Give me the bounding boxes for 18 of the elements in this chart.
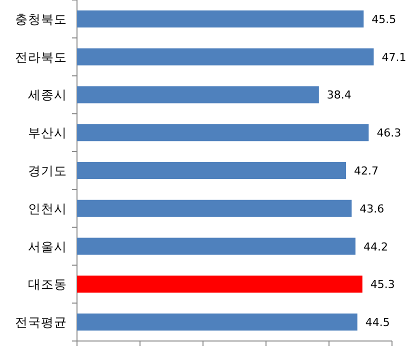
data-label: 42.7 xyxy=(354,164,379,178)
data-label: 43.6 xyxy=(360,202,384,216)
y-tick-label: 경기도 xyxy=(28,163,67,178)
y-tick-label: 부산시 xyxy=(28,125,67,140)
y-tick-label: 세종시 xyxy=(28,87,67,102)
y-tick-label: 서울시 xyxy=(28,238,67,254)
data-label: 47.1 xyxy=(382,50,406,64)
data-label: 38.4 xyxy=(326,88,352,102)
y-tick-label: 인천시 xyxy=(28,200,67,216)
data-label: 44.2 xyxy=(363,240,388,254)
data-label: 45.3 xyxy=(370,278,395,292)
data-label: 45.5 xyxy=(372,12,396,26)
y-tick-label: 충청북도 xyxy=(15,11,67,26)
data-label: 46.3 xyxy=(376,126,402,140)
y-tick-label: 전국평균 xyxy=(15,314,67,330)
y-tick-label: 대조동 xyxy=(28,276,67,292)
data-label: 44.5 xyxy=(365,316,390,330)
y-tick-label: 전라북도 xyxy=(15,49,67,64)
